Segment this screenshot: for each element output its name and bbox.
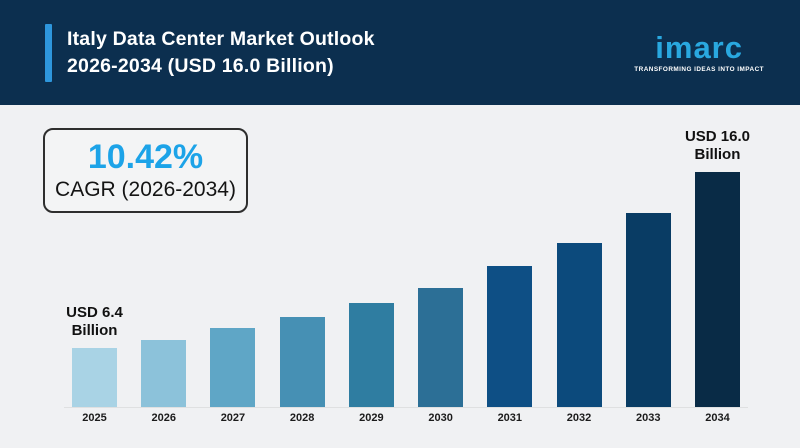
x-axis-label-2030: 2030 xyxy=(428,412,453,424)
bar-2029 xyxy=(348,303,394,407)
bar-slot-2029: 2029 xyxy=(348,110,394,424)
bar-slot-2026: 2026 xyxy=(141,110,187,424)
cagr-box: 10.42% CAGR (2026-2034) xyxy=(43,128,248,213)
x-axis-label-2033: 2033 xyxy=(636,412,661,424)
bar-2031 xyxy=(487,266,533,407)
x-axis-label-2034: 2034 xyxy=(705,412,730,424)
bar-2032 xyxy=(556,243,602,407)
x-axis-label-2027: 2027 xyxy=(220,412,246,424)
bar-2026 xyxy=(141,340,187,407)
imarc-logo: imarc TRANSFORMING IDEAS INTO IMPACT xyxy=(634,29,764,73)
title-accent-bar xyxy=(45,23,52,82)
bar-2025 xyxy=(72,348,117,407)
bar-chart: USD 6.4 Billion 2025 2026 2027 2028 2029 2030 2… xyxy=(64,110,750,424)
bar-slot-2033: 2033 xyxy=(625,110,671,424)
x-axis-label-2031: 2031 xyxy=(497,412,523,424)
bar-slot-2032: 2032 xyxy=(556,110,602,424)
bar-2033 xyxy=(625,213,671,407)
x-axis-label-2025: 2025 xyxy=(82,412,107,424)
value-label-2034: USD 16.0 Billion xyxy=(684,128,750,163)
value-label-2025: USD 6.4 Billion xyxy=(66,304,123,339)
imarc-logo-text: imarc xyxy=(655,29,743,65)
imarc-logo-tagline: TRANSFORMING IDEAS INTO IMPACT xyxy=(634,65,764,73)
bar-slot-2030: 2030 xyxy=(418,110,464,424)
x-axis-label-2032: 2032 xyxy=(566,412,592,424)
title-line-2: 2026-2034 (USD 16.0 Billion) xyxy=(67,54,334,77)
bar-2027 xyxy=(210,328,256,407)
title-line-1: Italy Data Center Market Outlook xyxy=(67,27,375,50)
x-axis-label-2026: 2026 xyxy=(151,412,176,424)
page-title: Italy Data Center Market Outlook 2026-20… xyxy=(67,26,375,80)
cagr-value: 10.42% xyxy=(87,138,204,176)
bar-slot-2028: 2028 xyxy=(279,110,325,424)
header: Italy Data Center Market Outlook 2026-20… xyxy=(0,0,800,105)
bar-2028 xyxy=(279,317,325,407)
bar-slot-2031: 2031 xyxy=(487,110,533,424)
x-axis-label-2029: 2029 xyxy=(359,412,384,424)
cagr-label: CAGR (2026-2034) xyxy=(55,178,236,201)
bar-2034 xyxy=(694,172,740,407)
bar-slot-2025: USD 6.4 Billion 2025 xyxy=(66,110,123,424)
bar-2030 xyxy=(418,288,464,407)
x-axis-label-2028: 2028 xyxy=(289,412,315,424)
bar-slot-2027: 2027 xyxy=(210,110,256,424)
bar-slot-2034: USD 16.0 Billion 2034 xyxy=(685,110,750,424)
